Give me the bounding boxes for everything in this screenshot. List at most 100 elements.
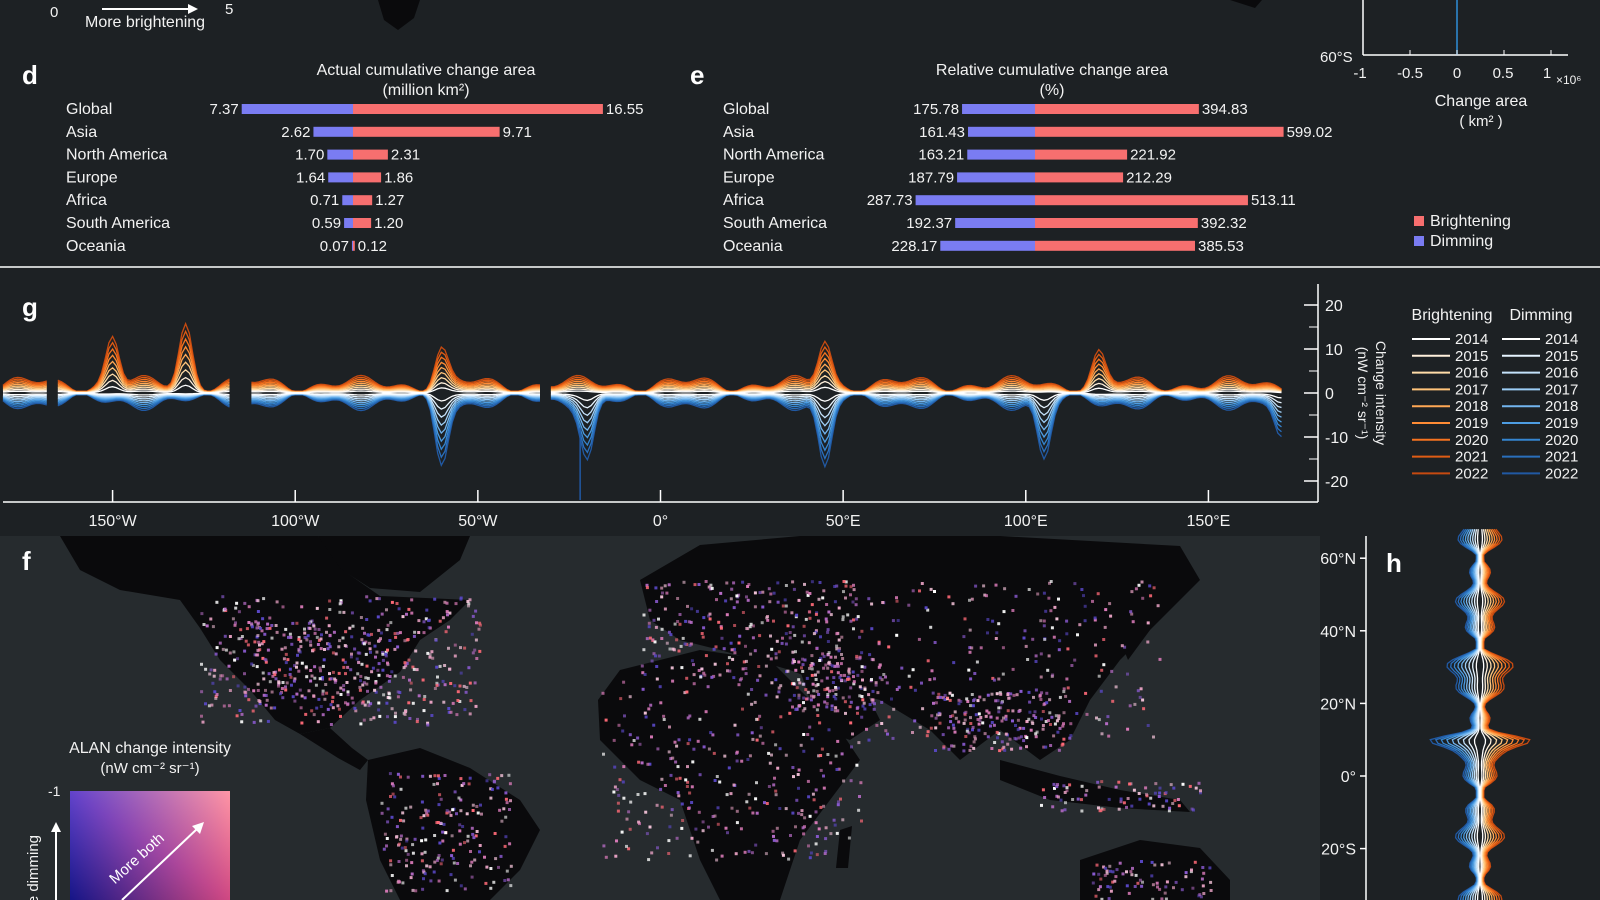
alan-pixel (386, 661, 389, 665)
alan-pixel (243, 649, 247, 653)
alan-pixel (265, 627, 269, 631)
alan-pixel (1118, 861, 1122, 865)
alan-pixel (977, 728, 981, 732)
alan-pixel (819, 635, 822, 639)
alan-pixel (826, 630, 830, 634)
alan-pixel (1181, 782, 1185, 786)
alan-pixel (677, 738, 681, 742)
alan-pixel (675, 744, 679, 748)
bar-brightening (353, 218, 372, 228)
alan-pixel (926, 608, 930, 612)
value-label-brightening: 16.55 (606, 101, 644, 118)
alan-pixel (1125, 884, 1129, 888)
alan-pixel (321, 713, 325, 717)
alan-pixel (804, 688, 808, 692)
alan-pixel (236, 657, 239, 661)
alan-pixel (816, 683, 820, 687)
alan-pixel (1009, 692, 1013, 696)
alan-pixel (336, 704, 340, 708)
alan-pixel (715, 858, 719, 862)
alan-pixel (374, 655, 377, 659)
alan-pixel (1049, 723, 1052, 726)
alan-pixel (1126, 797, 1130, 800)
alan-pixel (232, 675, 236, 679)
alan-pixel (258, 702, 262, 706)
alan-pixel (369, 702, 373, 706)
alan-pixel (669, 633, 673, 637)
alan-pixel (298, 688, 302, 692)
alan-pixel (815, 853, 819, 857)
alan-pixel (424, 808, 428, 812)
alan-pixel (769, 592, 773, 596)
alan-pixel (808, 616, 812, 620)
alan-pixel (913, 688, 917, 692)
alan-pixel (1069, 734, 1073, 738)
alan-pixel (911, 731, 914, 734)
alan-pixel (410, 861, 414, 865)
alan-pixel (1000, 740, 1004, 744)
alan-pixel (367, 641, 371, 645)
alan-pixel (386, 715, 389, 719)
alan-pixel (385, 608, 388, 612)
alan-pixel (312, 624, 316, 628)
alan-pixel (1016, 718, 1020, 722)
alan-pixel (986, 631, 989, 635)
alan-pixel (424, 838, 428, 842)
alan-pixel (449, 873, 453, 877)
alan-pixel (873, 702, 876, 706)
alan-pixel (353, 706, 357, 710)
dimming-line (251, 394, 541, 467)
alan-pixel (968, 646, 972, 650)
alan-pixel (739, 827, 743, 831)
alan-pixel (751, 636, 755, 640)
alan-pixel (1120, 644, 1124, 648)
alan-pixel (464, 690, 468, 694)
alan-pixel (791, 766, 795, 769)
alan-pixel (1130, 873, 1134, 877)
alan-pixel (1065, 632, 1069, 636)
alan-pixel (432, 870, 436, 874)
alan-pixel (803, 816, 807, 820)
alan-pixel (411, 888, 415, 892)
alan-pixel (393, 720, 397, 724)
f-legend-diagonal-arrow (121, 827, 199, 900)
alan-pixel (477, 627, 481, 631)
alan-pixel (679, 644, 683, 648)
alan-pixel (700, 667, 704, 671)
alan-pixel (262, 693, 266, 697)
alan-pixel (448, 667, 451, 671)
alan-pixel (1049, 580, 1053, 583)
alan-pixel (949, 715, 953, 718)
alan-pixel (284, 688, 288, 692)
alan-pixel (657, 654, 661, 658)
alan-pixel (837, 767, 841, 771)
alan-pixel (797, 768, 801, 772)
alan-pixel (990, 692, 994, 696)
alan-pixel (235, 714, 239, 718)
alan-pixel (886, 732, 889, 736)
alan-pixel (497, 865, 500, 869)
alan-pixel (1004, 732, 1008, 736)
alan-pixel (680, 826, 684, 830)
alan-pixel (641, 671, 645, 675)
alan-pixel (459, 597, 463, 601)
alan-pixel (1094, 654, 1098, 658)
alan-pixel (740, 759, 744, 763)
alan-pixel (339, 599, 343, 603)
alan-pixel (283, 674, 287, 677)
alan-pixel (256, 599, 260, 603)
alan-pixel (456, 862, 460, 865)
alan-pixel (1201, 884, 1205, 888)
alan-pixel (421, 774, 425, 778)
alan-pixel (447, 710, 451, 714)
alan-pixel (255, 665, 259, 669)
alan-pixel (713, 662, 717, 666)
alan-pixel (831, 681, 835, 684)
g-legend-year: 2017 (1455, 381, 1488, 398)
alan-pixel (1003, 748, 1007, 752)
alan-pixel (918, 725, 922, 729)
alan-pixel (1056, 730, 1060, 734)
alan-pixel (369, 650, 372, 654)
alan-pixel (264, 703, 268, 707)
alan-pixel (732, 676, 736, 680)
